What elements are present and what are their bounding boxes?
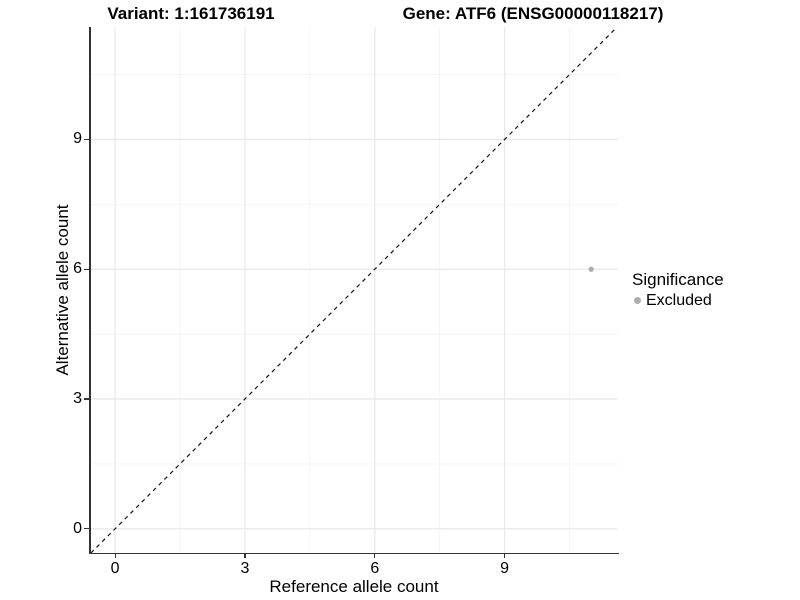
- y-tick-mark: [84, 138, 89, 141]
- y-tick-label: 9: [73, 130, 82, 148]
- x-tick-mark: [114, 553, 116, 558]
- y-axis-title: Alternative allele count: [53, 204, 72, 376]
- y-tick-label: 6: [73, 260, 82, 278]
- legend-item-excluded: Excluded: [632, 291, 724, 310]
- identity-reference-line: [90, 26, 618, 554]
- y-tick-mark: [84, 398, 89, 400]
- y-tick-mark: [84, 528, 89, 530]
- y-tick-mark: [84, 268, 89, 270]
- x-tick-label: 3: [240, 560, 250, 577]
- plot-canvas: [90, 26, 618, 554]
- legend-item-label: Excluded: [646, 292, 712, 309]
- x-axis-title: Reference allele count: [269, 577, 439, 596]
- x-tick-mark: [374, 553, 376, 558]
- x-tick-label: 9: [500, 560, 510, 577]
- legend-title: Significance: [632, 270, 724, 289]
- y-tick-label: 0: [73, 519, 82, 537]
- x-tick-mark: [504, 553, 506, 558]
- x-tick-mark: [244, 553, 246, 558]
- x-tick-label: 6: [370, 560, 380, 577]
- plot-panel: [90, 26, 618, 554]
- plot-title-gene: Gene: ATF6 (ENSG00000118217): [402, 4, 664, 23]
- data-point: [588, 266, 594, 272]
- plot-title-variant: Variant: 1:161736191: [107, 4, 275, 23]
- legend-point-icon: [634, 297, 641, 304]
- y-axis-line: [89, 27, 91, 554]
- legend: Significance Excluded: [632, 270, 724, 310]
- x-tick-label: 0: [110, 560, 120, 577]
- y-tick-label: 3: [73, 390, 82, 407]
- x-axis-line: [89, 552, 619, 554]
